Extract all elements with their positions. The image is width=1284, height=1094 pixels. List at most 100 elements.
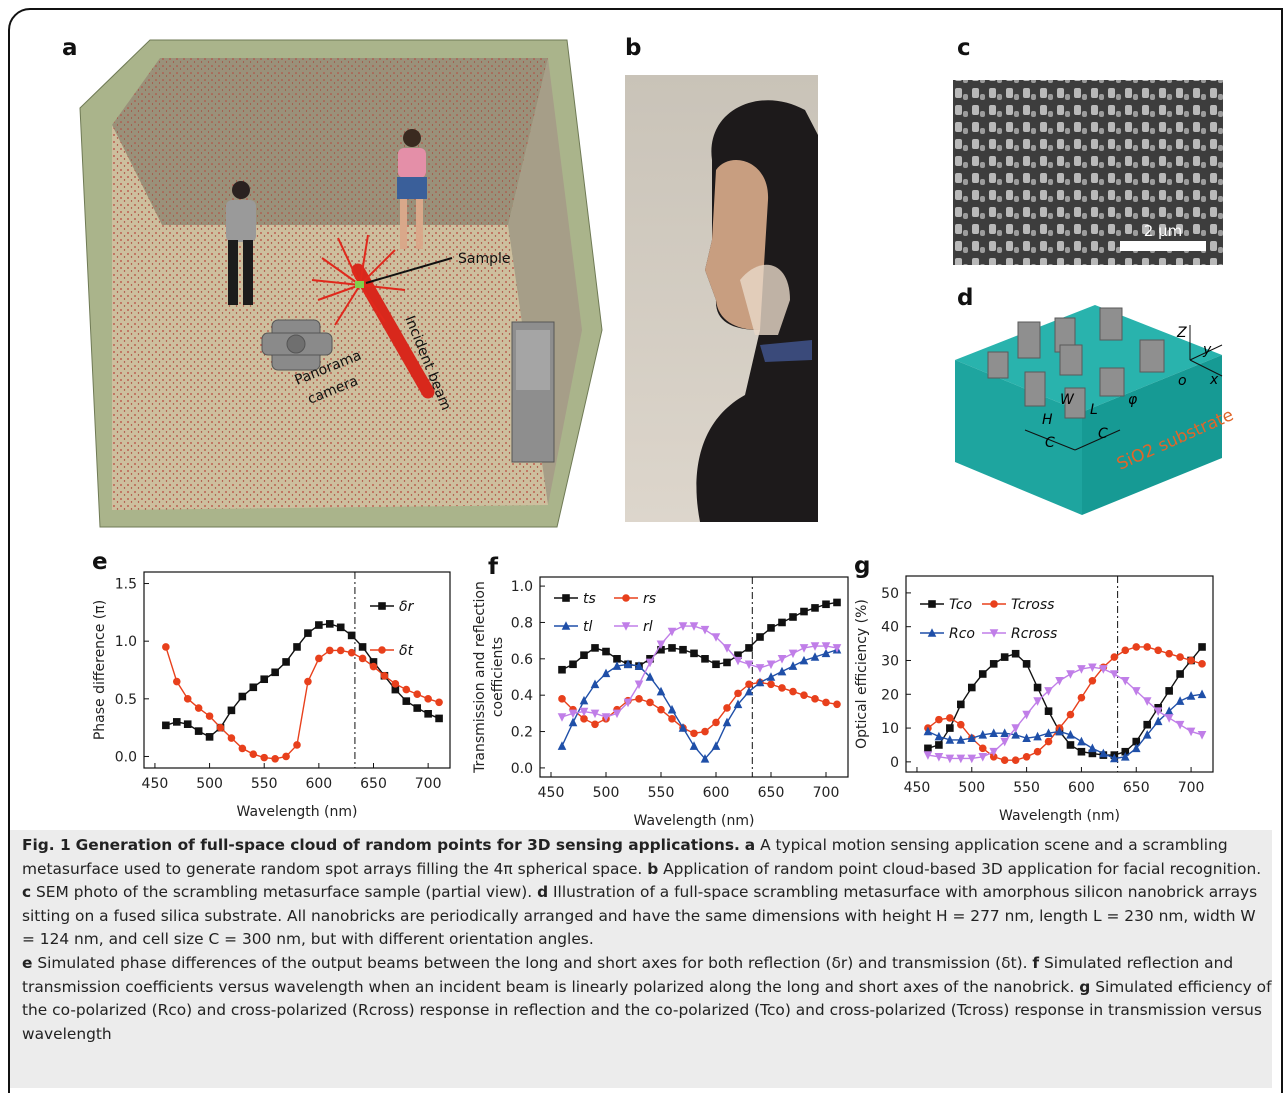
marker <box>668 705 677 714</box>
axis-letter: y <box>1202 342 1212 358</box>
marker <box>569 718 578 727</box>
series-line <box>562 650 837 759</box>
marker <box>1154 647 1162 655</box>
marker <box>1165 687 1173 695</box>
marker <box>745 644 753 652</box>
marker <box>569 660 577 668</box>
y-tick-label: 0.4 <box>511 688 533 704</box>
marker <box>162 722 170 730</box>
marker <box>195 704 203 712</box>
marker <box>413 690 421 698</box>
marker <box>348 632 356 640</box>
axis-letter: Z <box>1176 325 1187 341</box>
x-axis-title: Wavelength (nm) <box>237 804 358 820</box>
marker <box>800 608 808 616</box>
marker <box>591 644 599 652</box>
marker <box>217 724 225 732</box>
scale-bar <box>1120 241 1206 251</box>
marker <box>293 643 301 651</box>
legend-label: rl <box>643 619 653 635</box>
caption-item-letter: g <box>1079 978 1090 996</box>
marker <box>326 647 334 655</box>
marker <box>392 680 400 688</box>
marker <box>946 714 954 722</box>
legend-label: Tco <box>949 597 972 613</box>
marker <box>1023 753 1031 761</box>
marker <box>558 713 567 722</box>
marker <box>402 697 410 705</box>
caption-title: Generation of full-space cloud of random… <box>76 836 740 854</box>
y-tick-label: 40 <box>881 620 899 636</box>
y-axis-title: Transmission and reflection <box>472 581 488 774</box>
marker <box>957 721 965 729</box>
marker <box>1111 653 1119 661</box>
marker <box>778 667 787 676</box>
marker <box>789 661 798 670</box>
marker <box>690 730 698 738</box>
marker <box>990 660 998 668</box>
marker <box>1198 731 1207 740</box>
panel-label: c <box>957 35 971 61</box>
marker <box>282 658 290 666</box>
y-tick-label: 0.6 <box>511 652 533 668</box>
x-tick-label: 650 <box>1123 780 1150 796</box>
marker <box>789 613 797 621</box>
x-tick-label: 600 <box>703 785 730 801</box>
marker <box>1132 643 1140 651</box>
marker <box>1034 684 1042 692</box>
marker <box>833 599 841 607</box>
y-axis-title: Optical efficiency (%) <box>854 599 870 749</box>
marker <box>239 745 247 753</box>
x-tick-label: 500 <box>958 780 985 796</box>
scale-bar-label: 2 μm <box>1144 222 1182 240</box>
marker <box>337 647 345 655</box>
marker <box>1088 744 1097 753</box>
legend-label: Rco <box>949 626 975 642</box>
marker <box>602 669 611 678</box>
marker <box>1198 689 1207 698</box>
y-tick-label: 0.0 <box>115 749 137 765</box>
marker <box>271 669 279 677</box>
marker <box>315 655 323 663</box>
dimension-label: L <box>1090 402 1098 418</box>
marker <box>249 750 257 758</box>
x-tick-label: 550 <box>251 776 278 792</box>
marker <box>1165 714 1174 723</box>
series-line <box>562 626 837 717</box>
marker <box>1198 643 1206 651</box>
panel-label: f <box>488 554 499 580</box>
caption-item-letter: b <box>647 860 658 878</box>
marker <box>591 720 599 728</box>
marker <box>424 710 432 718</box>
caption-item-letter: a <box>745 836 755 854</box>
marker <box>679 646 687 654</box>
y-tick-label: 0.2 <box>511 725 533 741</box>
marker <box>337 624 345 632</box>
marker <box>1012 756 1020 764</box>
marker <box>979 670 987 678</box>
legend-marker <box>378 602 386 610</box>
marker <box>723 659 731 667</box>
x-tick-label: 450 <box>538 785 565 801</box>
marker <box>239 693 247 701</box>
marker <box>1176 696 1185 705</box>
marker <box>1089 677 1097 685</box>
marker <box>228 707 236 715</box>
caption-item-text: Application of random point cloud-based … <box>663 860 1261 878</box>
marker <box>1045 707 1053 715</box>
marker <box>1077 737 1086 746</box>
marker <box>1067 711 1075 719</box>
y-tick-label: 30 <box>881 653 899 669</box>
x-tick-label: 700 <box>813 785 840 801</box>
marker <box>580 651 588 659</box>
marker <box>162 643 170 651</box>
series-line <box>562 602 837 669</box>
marker <box>756 633 764 641</box>
caption-item-letter: f <box>1032 954 1039 972</box>
legend-marker <box>928 600 936 608</box>
marker <box>1121 647 1129 655</box>
marker <box>1143 643 1151 651</box>
marker <box>712 660 720 668</box>
marker <box>402 686 410 694</box>
marker <box>957 701 965 709</box>
